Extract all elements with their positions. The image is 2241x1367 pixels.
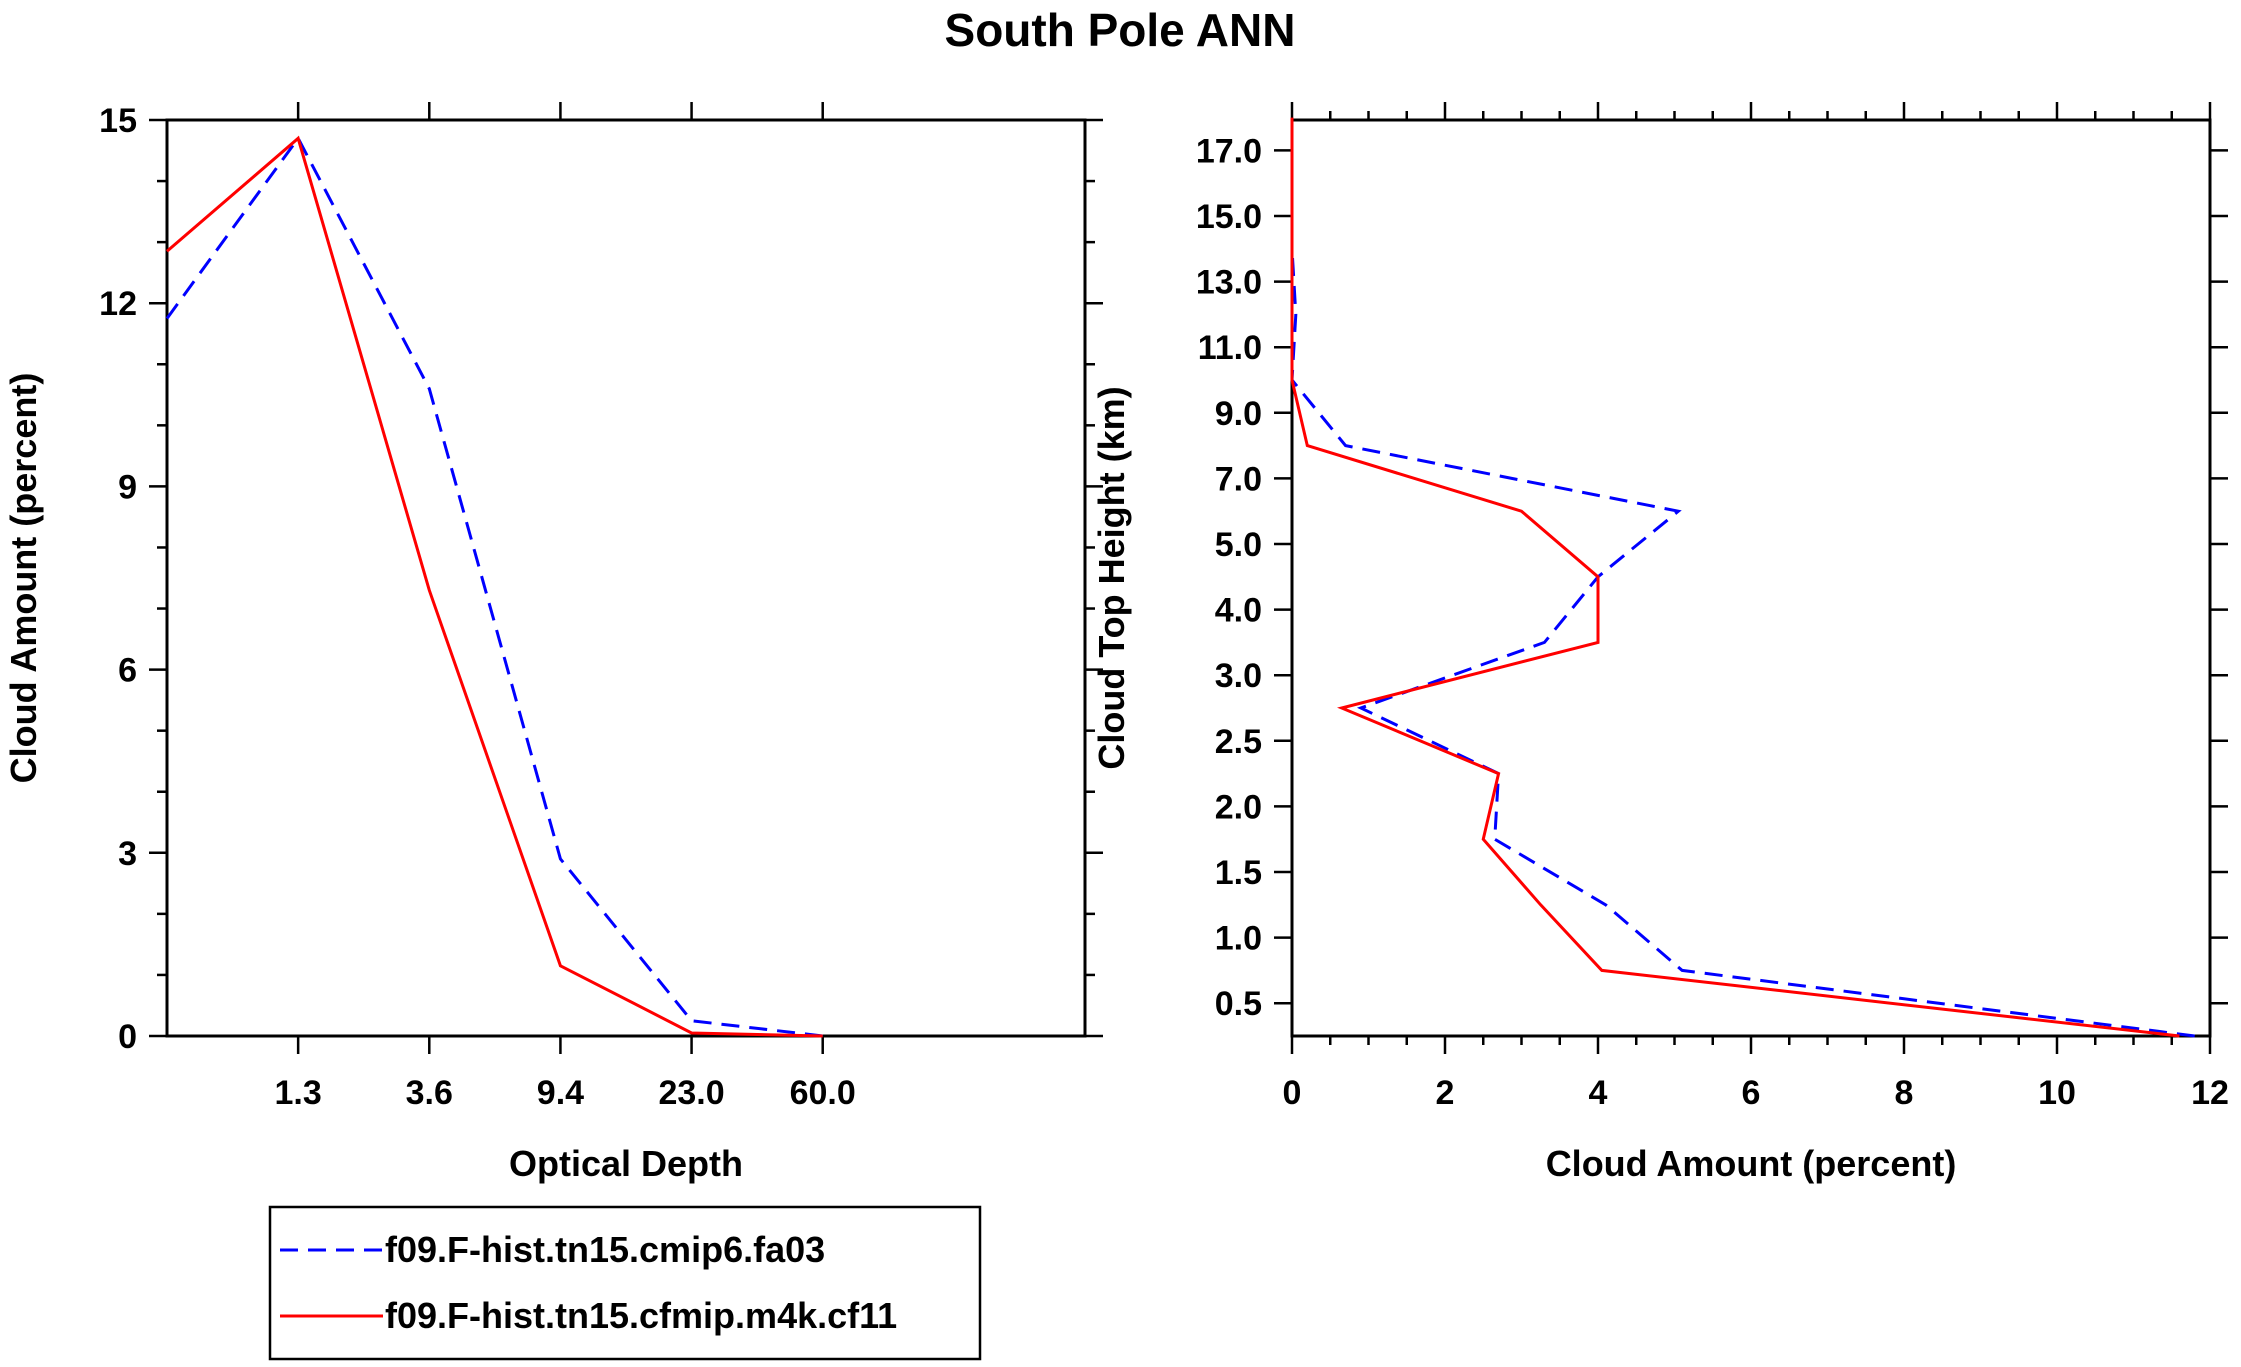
right-y-tick-label: 2.0	[1215, 788, 1262, 826]
right-y-tick-label: 13.0	[1196, 264, 1262, 302]
right-x-tick-label: 10	[2038, 1074, 2076, 1112]
legend-label-series-a: f09.F-hist.tn15.cmip6.fa03	[385, 1229, 825, 1270]
chart-title: South Pole ANN	[945, 4, 1296, 56]
right-y-axis-label: Cloud Top Height (km)	[1091, 386, 1132, 769]
right-y-tick-label: 4.0	[1215, 592, 1262, 630]
left-y-tick-label: 9	[118, 468, 137, 506]
right-x-tick-label: 6	[1742, 1074, 1761, 1112]
left-y-tick-label: 12	[99, 285, 137, 323]
left-y-axis-label: Cloud Amount (percent)	[3, 373, 44, 784]
right-y-tick-label: 7.0	[1215, 460, 1262, 498]
left-y-tick-label: 15	[99, 102, 137, 140]
left-series-line-a	[165, 135, 823, 1038]
right-x-axis-label: Cloud Amount (percent)	[1546, 1143, 1957, 1184]
right-y-tick-label: 9.0	[1215, 395, 1262, 433]
legend: f09.F-hist.tn15.cmip6.fa03 f09.F-hist.tn…	[268, 1205, 982, 1361]
right-y-tick-label: 17.0	[1196, 132, 1262, 170]
left-x-tick-label: 60.0	[790, 1074, 856, 1112]
right-plot-cloud-top-height: 0 2 4 6 8 10 12 0.5 1.0 1.5 2.0 2.5 3.0 4.0 5.0 7.0 9.0 1…	[1091, 102, 2229, 1184]
right-y-tick-label: 3.0	[1215, 657, 1262, 695]
right-x-tick-label: 2	[1436, 1074, 1455, 1112]
left-x-tick-label: 23.0	[658, 1074, 724, 1112]
left-y-tick-label: 6	[118, 652, 137, 690]
right-plot-frame	[1290, 118, 2212, 1038]
legend-label-series-b: f09.F-hist.tn15.cfmip.m4k.cf11	[385, 1295, 897, 1336]
left-x-tick-label: 3.6	[406, 1074, 453, 1112]
right-y-tick-label: 15.0	[1196, 198, 1262, 236]
left-series-line-b	[166, 135, 823, 1038]
left-x-tick-label: 1.3	[275, 1074, 322, 1112]
right-x-tick-label: 12	[2191, 1074, 2229, 1112]
right-series-line-a	[1290, 117, 2195, 1038]
left-plot-frame	[165, 118, 1087, 1038]
left-x-axis-label: Optical Depth	[509, 1143, 743, 1184]
left-y-tick-label: 0	[118, 1018, 137, 1056]
legend-box	[268, 1205, 982, 1361]
right-x-tick-label: 4	[1589, 1074, 1608, 1112]
left-x-tick-label: 9.4	[537, 1074, 584, 1112]
right-x-tick-label: 8	[1895, 1074, 1914, 1112]
right-y-tick-label: 1.5	[1215, 854, 1262, 892]
left-y-tick-label: 3	[118, 835, 137, 873]
right-y-tick-label: 1.0	[1215, 920, 1262, 958]
right-x-tick-label: 0	[1283, 1074, 1302, 1112]
right-y-tick-label: 0.5	[1215, 985, 1262, 1023]
right-y-tick-label: 11.0	[1198, 329, 1262, 367]
right-y-tick-label: 5.0	[1215, 526, 1262, 564]
right-series-line-b	[1290, 117, 2180, 1038]
right-y-tick-label: 2.5	[1215, 723, 1262, 761]
